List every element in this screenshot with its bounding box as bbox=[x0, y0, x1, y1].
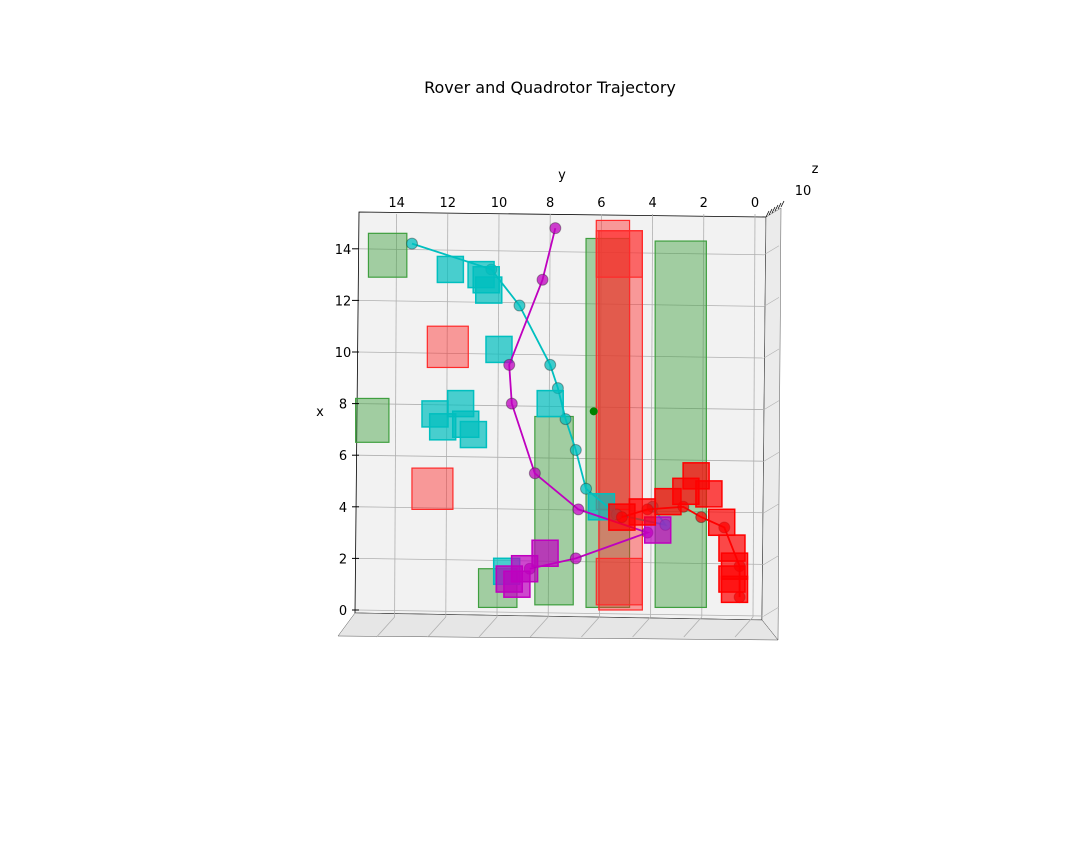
grid-line-side bbox=[763, 400, 780, 410]
left-tick-label: 4 bbox=[339, 501, 347, 516]
red-vehicle-box bbox=[628, 498, 657, 526]
grid-line-horizontal bbox=[357, 506, 765, 514]
trajectories bbox=[405, 222, 749, 604]
grid-line-floor bbox=[632, 616, 651, 638]
grid-line-horizontal bbox=[357, 609, 765, 617]
y-axis-label: y bbox=[558, 168, 566, 183]
red-obstacle bbox=[595, 219, 631, 510]
top-tick-label: 6 bbox=[597, 196, 605, 211]
red-obstacle bbox=[411, 467, 454, 510]
cyan-vehicle-box bbox=[459, 420, 488, 449]
left-tick-label: 14 bbox=[335, 243, 352, 258]
green-obstacle bbox=[355, 397, 390, 443]
grid-line-floor bbox=[478, 616, 498, 638]
tick-labels: 0 2 4 6 8 10 12 14 14 12 10 8 6 4 2 0 10 bbox=[335, 184, 812, 619]
top-tick-label: 0 bbox=[751, 196, 759, 211]
grid-line-floor bbox=[529, 616, 549, 638]
grid-line-vertical bbox=[752, 213, 756, 618]
grid-line-side bbox=[763, 297, 780, 307]
top-tick-label: 14 bbox=[388, 196, 405, 211]
magenta-vehicle-box bbox=[503, 570, 531, 598]
red-vehicle-box bbox=[720, 575, 749, 604]
top-tick-label: 12 bbox=[440, 196, 457, 211]
grid-line-side bbox=[763, 503, 780, 514]
grid-line-floor bbox=[581, 616, 600, 638]
z-tick-mark bbox=[771, 206, 776, 214]
left-tick-label: 0 bbox=[339, 604, 347, 619]
grid-line-horizontal bbox=[357, 454, 765, 462]
top-tick-label: 8 bbox=[546, 196, 554, 211]
grid-line-floor bbox=[376, 616, 395, 638]
magenta-waypoint bbox=[572, 503, 585, 516]
grid-line-side bbox=[763, 245, 780, 256]
z-tick-mark bbox=[768, 208, 773, 216]
x-axis-label: x bbox=[316, 405, 324, 420]
grid-line-vertical bbox=[394, 213, 398, 618]
grid-line-side bbox=[763, 348, 780, 359]
grid-line-vertical bbox=[701, 213, 705, 618]
z-tick-mark bbox=[780, 200, 785, 208]
grid-line-horizontal bbox=[357, 300, 765, 307]
cyan-vehicle-box bbox=[472, 266, 500, 294]
magenta-vehicle-box bbox=[643, 516, 672, 544]
chart-title: Rover and Quadrotor Trajectory bbox=[424, 78, 676, 97]
cyan-waypoint bbox=[405, 237, 418, 250]
z-tick-label: 10 bbox=[795, 184, 812, 199]
magenta-waypoint bbox=[549, 222, 562, 235]
cyan-vehicle-box bbox=[428, 413, 457, 441]
magenta-waypoint bbox=[503, 358, 516, 371]
green-obstacle bbox=[367, 232, 408, 278]
left-tick-label: 8 bbox=[339, 398, 347, 413]
red-vehicle-box bbox=[707, 508, 736, 537]
goal-marker bbox=[589, 407, 598, 416]
red-vehicle-box bbox=[672, 477, 700, 506]
green-obstacle bbox=[534, 415, 574, 606]
grid-line-side bbox=[763, 555, 780, 565]
red-vehicle-box bbox=[695, 480, 723, 508]
left-tick-label: 12 bbox=[335, 294, 352, 309]
left-tick-label: 2 bbox=[339, 552, 347, 567]
z-axis-label: z bbox=[812, 162, 819, 177]
cyan-waypoint bbox=[569, 444, 582, 457]
grid-line-floor bbox=[683, 616, 703, 638]
cyan-waypoint bbox=[513, 299, 526, 312]
grid-line-side bbox=[763, 606, 780, 617]
magenta-waypoint bbox=[505, 397, 518, 410]
magenta-waypoint bbox=[528, 467, 541, 480]
red-obstacle bbox=[426, 325, 469, 369]
magenta-waypoint bbox=[536, 273, 549, 286]
z-tick-mark bbox=[777, 202, 782, 210]
left-tick-label: 6 bbox=[339, 449, 347, 464]
left-tick-label: 10 bbox=[335, 346, 352, 361]
red-waypoint bbox=[695, 511, 708, 524]
red-obstacle bbox=[595, 557, 643, 606]
top-tick-label: 2 bbox=[700, 196, 708, 211]
z-tick-mark bbox=[765, 210, 770, 218]
grid-line-floor bbox=[734, 616, 754, 638]
z-tick-mark bbox=[774, 204, 779, 212]
top-tick-label: 4 bbox=[648, 196, 656, 211]
cyan-vehicle-box bbox=[436, 255, 465, 284]
top-tick-label: 10 bbox=[491, 196, 508, 211]
magenta-waypoint bbox=[569, 552, 582, 565]
cyan-vehicle-box bbox=[536, 389, 564, 418]
green-obstacle bbox=[654, 240, 707, 609]
cyan-waypoint bbox=[544, 358, 557, 371]
grid-line-horizontal bbox=[357, 351, 765, 359]
pane-floor bbox=[337, 612, 779, 641]
cyan-waypoint bbox=[580, 482, 593, 495]
grid-line-side bbox=[763, 451, 780, 462]
grid-line-vertical bbox=[650, 213, 653, 618]
grid-line-floor bbox=[427, 616, 447, 638]
goal-point bbox=[589, 407, 598, 416]
grid-line-horizontal bbox=[357, 248, 765, 256]
cyan-vehicle-box bbox=[485, 335, 513, 364]
